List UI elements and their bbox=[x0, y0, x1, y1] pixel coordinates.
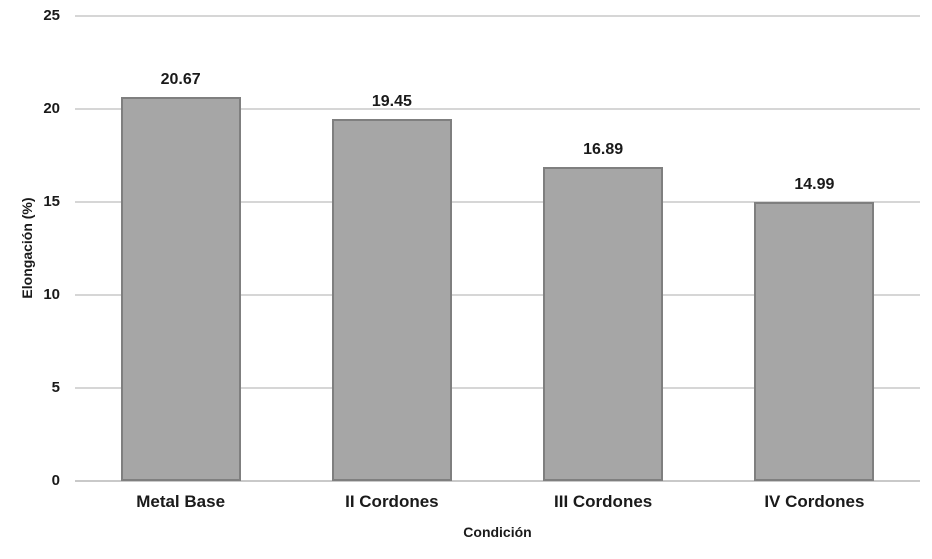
gridline bbox=[75, 201, 920, 203]
x-axis-title: Condición bbox=[463, 524, 532, 540]
bar-value-label: 16.89 bbox=[583, 140, 624, 158]
gridline bbox=[75, 294, 920, 296]
x-axis-line bbox=[75, 480, 920, 482]
gridline bbox=[75, 387, 920, 389]
y-tick-label: 15 bbox=[43, 193, 60, 210]
bar-value-label: 14.99 bbox=[794, 176, 835, 194]
bar-value-label: 20.67 bbox=[160, 70, 201, 88]
bar-value-label: 19.45 bbox=[371, 93, 412, 111]
bar-ii-cordones bbox=[331, 119, 452, 481]
x-tick-label: Metal Base bbox=[136, 492, 226, 511]
x-tick-label: IV Cordones bbox=[764, 492, 865, 511]
y-tick-label: 5 bbox=[51, 379, 60, 396]
gridline bbox=[75, 15, 920, 17]
gridline bbox=[75, 108, 920, 110]
bar-iv-cordones bbox=[754, 202, 875, 481]
y-tick-label: 20 bbox=[43, 100, 60, 117]
y-tick-label: 0 bbox=[51, 472, 60, 489]
bar-metal-base bbox=[120, 96, 241, 481]
y-tick-label: 25 bbox=[43, 7, 60, 24]
y-axis-title: Elongación (%) bbox=[19, 197, 35, 299]
x-tick-label: II Cordones bbox=[345, 492, 439, 511]
bar-iii-cordones bbox=[543, 166, 664, 481]
y-tick-label: 10 bbox=[43, 286, 60, 303]
x-tick-label: III Cordones bbox=[554, 492, 653, 511]
